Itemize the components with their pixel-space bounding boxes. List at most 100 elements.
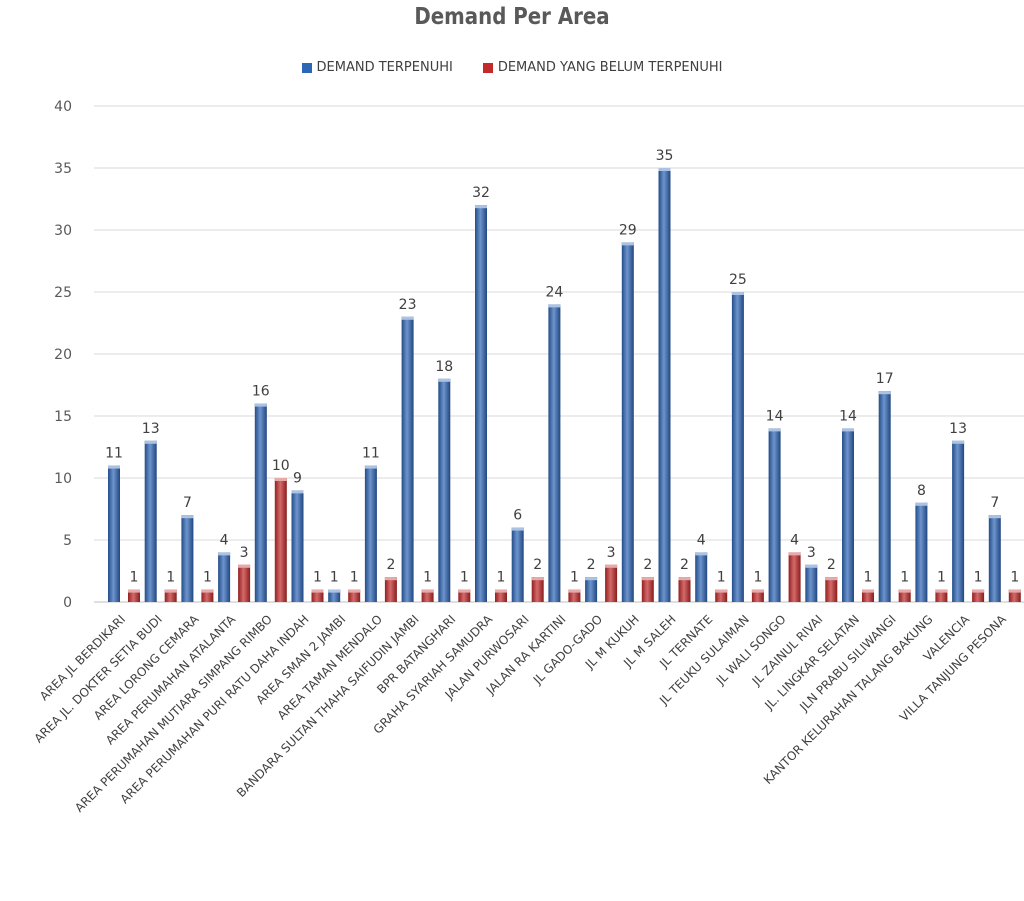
legend-swatch-series-2 [482, 62, 493, 73]
data-label: 32 [472, 185, 490, 201]
chart-legend: DEMAND TERPENUHI DEMAND YANG BELUM TERPE… [0, 60, 1024, 75]
bar-belum-terpenuhi [641, 577, 654, 602]
data-label: 10 [272, 458, 290, 474]
bar-belum-terpenuhi [862, 589, 874, 602]
data-label: 1 [937, 570, 946, 586]
bar-terpenuhi [181, 515, 194, 602]
bar-cap [641, 577, 654, 581]
data-label: 2 [827, 557, 836, 573]
data-label: 1 [350, 570, 359, 586]
bar-cap [731, 292, 744, 295]
bar-belum-terpenuhi [678, 577, 691, 602]
bar-terpenuhi [548, 304, 561, 602]
bar-cap [201, 589, 214, 593]
data-label: 1 [423, 570, 432, 586]
bar-cap [715, 589, 728, 593]
y-tick-label: 40 [54, 99, 72, 115]
bar-terpenuhi [291, 490, 304, 602]
data-label: 14 [839, 408, 857, 424]
data-label: 2 [386, 557, 395, 573]
bar-cap [128, 589, 140, 593]
data-label: 4 [790, 532, 799, 548]
legend-item-series-1: DEMAND TERPENUHI [301, 60, 453, 75]
data-label: 2 [680, 557, 689, 573]
data-label: 24 [545, 284, 563, 300]
bar-belum-terpenuhi [128, 589, 140, 602]
bar-cap [364, 465, 377, 469]
bar-terpenuhi [621, 242, 634, 602]
y-tick-label: 30 [54, 223, 72, 239]
bar-cap [401, 316, 414, 320]
data-label: 1 [753, 570, 762, 586]
bar-cap [438, 378, 451, 382]
data-label: 11 [362, 446, 380, 462]
bar-belum-terpenuhi [238, 564, 251, 602]
bar-cap [218, 552, 231, 556]
bar-cap [658, 168, 671, 171]
data-label: 3 [240, 545, 249, 561]
data-label: 1 [166, 570, 175, 586]
y-tick-label: 20 [54, 347, 72, 363]
bar-belum-terpenuhi [605, 564, 618, 602]
legend-label-series-2: DEMAND YANG BELUM TERPENUHI [497, 60, 723, 75]
bar-belum-terpenuhi [348, 589, 361, 602]
data-label: 13 [949, 421, 967, 437]
bar-belum-terpenuhi [274, 478, 287, 602]
bar-cap [254, 403, 267, 407]
data-label: 2 [533, 557, 542, 573]
bar-terpenuhi [144, 440, 157, 602]
bar-belum-terpenuhi [972, 589, 985, 602]
bar-cap [384, 577, 397, 581]
bar-belum-terpenuhi [164, 589, 177, 602]
data-label: 23 [399, 297, 417, 313]
bar-cap [878, 391, 891, 395]
bar-terpenuhi [511, 527, 524, 602]
data-label: 3 [607, 545, 616, 561]
bar-cap [935, 589, 948, 593]
bar-cap [768, 428, 781, 432]
legend-item-series-2: DEMAND YANG BELUM TERPENUHI [482, 60, 723, 75]
data-label: 4 [220, 532, 229, 548]
bar-cap [144, 440, 157, 444]
data-label: 1 [900, 570, 909, 586]
bar-belum-terpenuhi [935, 589, 948, 602]
bar-cap [842, 428, 854, 432]
bar-terpenuhi [731, 292, 744, 602]
bar-terpenuhi [952, 440, 965, 602]
bar-belum-terpenuhi [568, 589, 581, 602]
bar-terpenuhi [878, 391, 891, 602]
bar-belum-terpenuhi [898, 589, 911, 602]
data-label: 1 [330, 570, 339, 586]
data-label: 6 [513, 508, 522, 524]
data-label: 16 [252, 384, 270, 400]
chart-title: Demand Per Area [414, 4, 610, 30]
bar-cap [108, 465, 120, 469]
bar-cap [421, 589, 434, 593]
bar-terpenuhi [108, 465, 120, 602]
bar-belum-terpenuhi [458, 589, 471, 602]
data-label: 9 [293, 470, 302, 486]
bar-belum-terpenuhi [531, 577, 544, 602]
data-label: 8 [917, 483, 926, 499]
bar-terpenuhi [254, 403, 267, 602]
bar-cap [751, 589, 764, 593]
data-label: 25 [729, 272, 747, 288]
data-label: 17 [876, 371, 894, 387]
bar-cap [915, 502, 928, 506]
bar-terpenuhi [401, 316, 414, 602]
bar-cap [605, 564, 618, 568]
data-label: 29 [619, 222, 637, 238]
data-label: 35 [656, 148, 674, 164]
bar-terpenuhi [805, 564, 818, 602]
bar-cap [238, 564, 251, 568]
bar-terpenuhi [842, 428, 854, 602]
bar-cap [678, 577, 691, 581]
legend-label-series-1: DEMAND TERPENUHI [316, 60, 453, 75]
data-label: 2 [643, 557, 652, 573]
bar-belum-terpenuhi [1008, 589, 1021, 602]
bar-cap [511, 527, 524, 531]
y-tick-label: 0 [63, 595, 72, 611]
bar-belum-terpenuhi [495, 589, 507, 602]
